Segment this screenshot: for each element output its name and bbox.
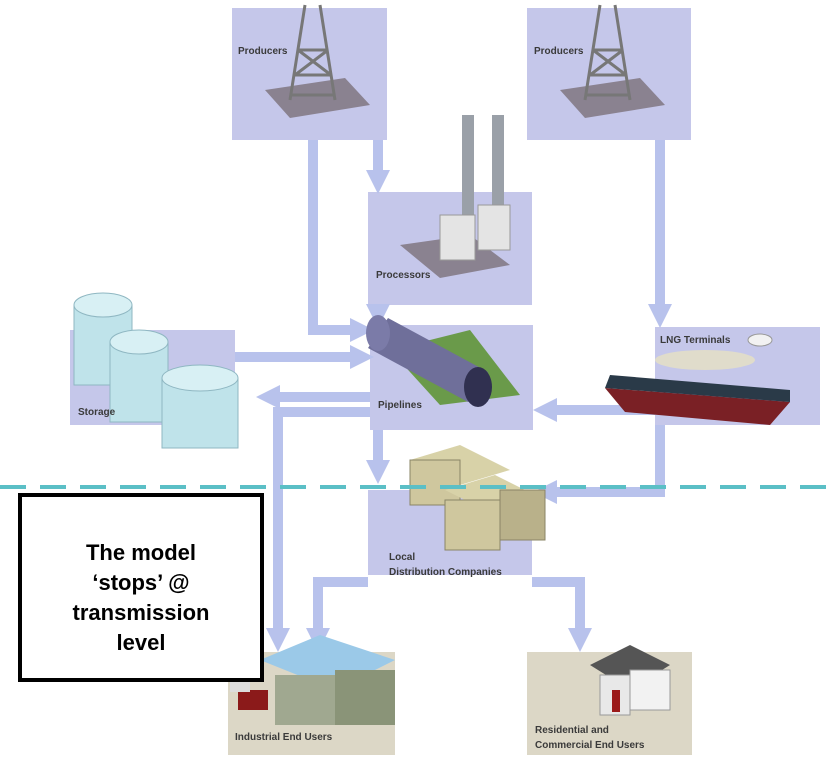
derrick-icon xyxy=(560,4,665,118)
node-label: Pipelines xyxy=(378,400,422,411)
pipeline-icon xyxy=(366,315,520,407)
flows xyxy=(235,140,673,653)
node-label: Storage xyxy=(78,407,116,418)
industrial-icon xyxy=(230,635,395,725)
node-label: Producers xyxy=(534,46,584,57)
node-label: Processors xyxy=(376,270,431,281)
node-label: Commercial End Users xyxy=(535,740,645,751)
node-label: Local xyxy=(389,552,415,563)
storage-icon xyxy=(73,292,239,449)
callout-box xyxy=(18,493,264,682)
flow-arrow xyxy=(308,140,375,343)
callout-line: level xyxy=(117,630,166,655)
callout-line: ‘stops’ @ xyxy=(92,570,189,595)
ldc-icon xyxy=(409,445,546,551)
node-label: Residential and xyxy=(535,725,609,736)
callout-line: The model xyxy=(86,540,196,565)
house-icon xyxy=(590,645,671,716)
flow-arrow xyxy=(532,425,665,505)
node-label: Industrial End Users xyxy=(235,732,333,743)
node-label: LNG Terminals xyxy=(660,335,731,346)
callout-line: transmission xyxy=(73,600,210,625)
derrick-icon xyxy=(265,4,370,118)
node-label: Producers xyxy=(238,46,288,57)
flow-arrow xyxy=(265,407,370,653)
node-label: Distribution Companies xyxy=(389,567,502,578)
lng-icon xyxy=(605,333,790,425)
flow-arrow xyxy=(532,577,593,653)
processor-icon xyxy=(400,115,511,278)
flow-arrow xyxy=(305,577,368,653)
